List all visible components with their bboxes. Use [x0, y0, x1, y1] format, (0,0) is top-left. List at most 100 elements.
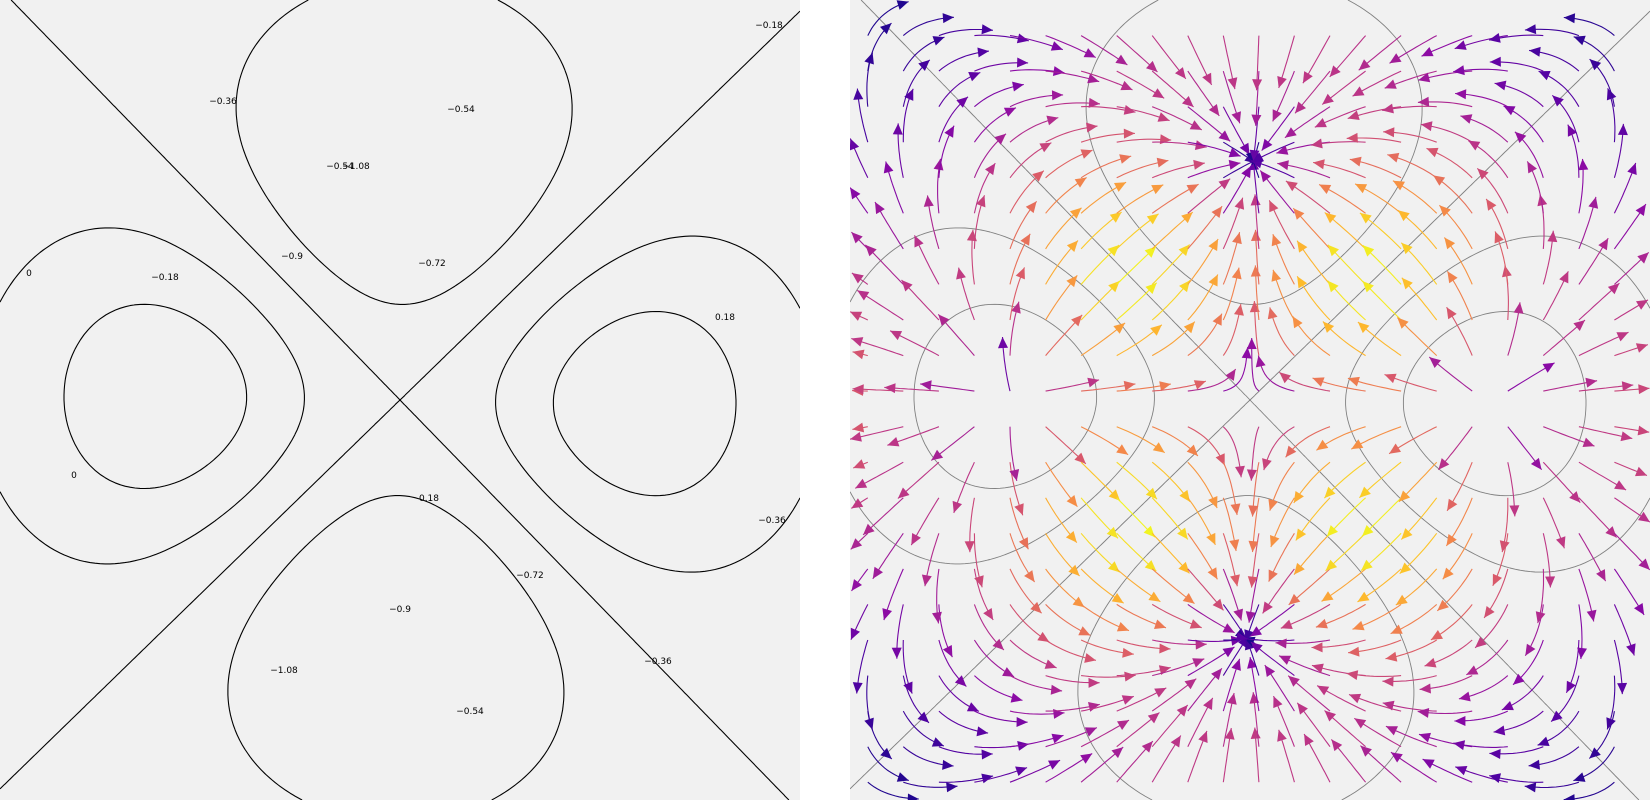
stream-arrowhead: [1433, 175, 1446, 186]
stream-arrowhead: [1271, 234, 1282, 247]
stream-arrowhead: [1123, 380, 1136, 391]
stream-arrowhead: [1157, 112, 1170, 122]
stream-arrowhead: [1573, 35, 1586, 46]
stream-arrowhead: [1159, 643, 1171, 654]
stream-arrowhead: [1385, 726, 1398, 736]
stream-arrowhead: [1086, 122, 1098, 133]
stream-arrowhead: [1563, 794, 1575, 800]
stream-arrowhead: [1578, 158, 1589, 171]
stream-arrowhead: [903, 681, 913, 694]
stream-arrowhead: [852, 349, 865, 360]
stream-arrowhead: [1304, 734, 1314, 746]
stream-arrowhead: [1177, 527, 1188, 540]
stream-arrowhead: [1551, 710, 1563, 722]
stream-arrowhead: [1277, 729, 1287, 742]
contour-level-label: −0.72: [418, 259, 446, 269]
stream-arrowhead: [1395, 594, 1408, 606]
stream-arrowhead: [1120, 80, 1133, 91]
contour-level-label: 0: [26, 269, 32, 279]
stream-arrowhead: [1088, 97, 1100, 108]
stream-arrowhead: [1528, 759, 1540, 770]
stream-arrowhead: [1401, 277, 1413, 290]
stream-arrowhead: [1327, 280, 1339, 293]
stream-arrowhead: [1228, 147, 1241, 158]
stream-arrowhead: [1327, 244, 1339, 257]
stream-arrowhead: [931, 737, 944, 747]
stream-arrowhead: [1235, 465, 1245, 478]
stream-arrowhead: [1083, 48, 1096, 58]
stream-arrowhead: [1249, 149, 1260, 162]
stream-arrowhead: [1455, 89, 1467, 100]
stream-arrowhead: [1446, 534, 1457, 546]
stream-arrowhead: [1272, 109, 1282, 122]
stream-arrowhead: [1382, 103, 1394, 114]
stream-arrowhead: [1489, 33, 1501, 43]
stream-arrowhead: [966, 229, 977, 242]
stream-arrowhead: [998, 337, 1008, 349]
stream-arrowhead: [1392, 180, 1405, 191]
stream-arrowhead: [1003, 107, 1016, 117]
streamplot-panel: [850, 0, 1650, 800]
stream-arrowhead: [1267, 307, 1278, 320]
stream-arrowhead: [1030, 601, 1042, 614]
stream-arrowhead: [1446, 307, 1457, 320]
stream-arrowhead: [1635, 343, 1648, 353]
stream-arrowhead: [1215, 453, 1225, 466]
stream-arrowhead: [1227, 77, 1238, 90]
stream-arrowhead: [1230, 574, 1240, 587]
stream-arrowhead: [1438, 458, 1450, 470]
stream-arrowhead: [1088, 677, 1100, 688]
contour-level-label: −0.9: [389, 605, 411, 615]
stream-arrowhead: [1362, 245, 1375, 257]
stream-arrowhead: [904, 88, 914, 101]
stream-arrowhead: [901, 280, 913, 292]
stream-arrowhead: [1241, 166, 1251, 179]
stream-arrowhead: [1297, 240, 1308, 253]
stream-arrowhead: [1627, 162, 1637, 175]
stream-arrowhead: [1071, 314, 1083, 327]
contour-level-label: −0.36: [644, 657, 672, 667]
stream-arrowhead: [1270, 535, 1280, 548]
stream-arrowhead: [1212, 598, 1224, 611]
stream-arrowhead: [1351, 439, 1364, 450]
stream-arrowhead: [1357, 591, 1370, 602]
stream-arrowhead: [1151, 184, 1164, 195]
stream-arrowhead: [1246, 338, 1257, 350]
stream-arrowhead: [1146, 60, 1158, 72]
stream-arrowhead: [1453, 65, 1465, 76]
stream-arrowhead: [1117, 720, 1129, 730]
stream-arrowhead: [853, 459, 866, 469]
stream-arrowhead: [1069, 207, 1082, 219]
stream-arrowhead: [1489, 773, 1501, 783]
stream-arrowhead: [911, 533, 921, 546]
stream-arrowhead: [981, 749, 993, 760]
stream-arrowhead: [1399, 562, 1412, 574]
stream-arrowhead: [1385, 651, 1398, 662]
stream-arrowhead: [1184, 678, 1197, 690]
stream-arrowhead: [1159, 381, 1171, 392]
stream-arrowhead: [1241, 347, 1252, 359]
stream-arrowhead: [1018, 537, 1029, 550]
stream-arrowhead: [1420, 121, 1433, 132]
stream-arrowhead: [1016, 717, 1028, 727]
stream-arrowhead: [994, 133, 1006, 145]
stream-arrowhead: [1182, 96, 1194, 107]
stream-arrowhead: [1152, 88, 1165, 99]
contour-level-label: −1.08: [342, 162, 370, 172]
stream-arrowhead: [938, 314, 950, 326]
stream-arrowhead: [1251, 642, 1263, 653]
stream-arrowhead: [1080, 753, 1093, 764]
stream-arrowhead: [1606, 717, 1616, 730]
stream-arrowhead: [1039, 142, 1052, 153]
stream-arrowhead: [891, 647, 902, 659]
stream-arrowhead: [917, 711, 929, 723]
contour-plot: −1.08 −0.9 −0.72 −0.54 −0.36 −0.18 0 0.18 0 0.18 −…: [0, 0, 800, 800]
stream-arrowhead: [853, 88, 864, 100]
stream-arrowhead: [1017, 741, 1029, 751]
stream-arrowhead: [968, 72, 981, 82]
stream-arrowhead: [1384, 373, 1397, 384]
stream-arrowhead: [1288, 675, 1300, 687]
stream-arrowhead: [1502, 265, 1512, 278]
stream-arrowhead: [851, 498, 864, 509]
stream-arrowhead: [1284, 127, 1297, 138]
